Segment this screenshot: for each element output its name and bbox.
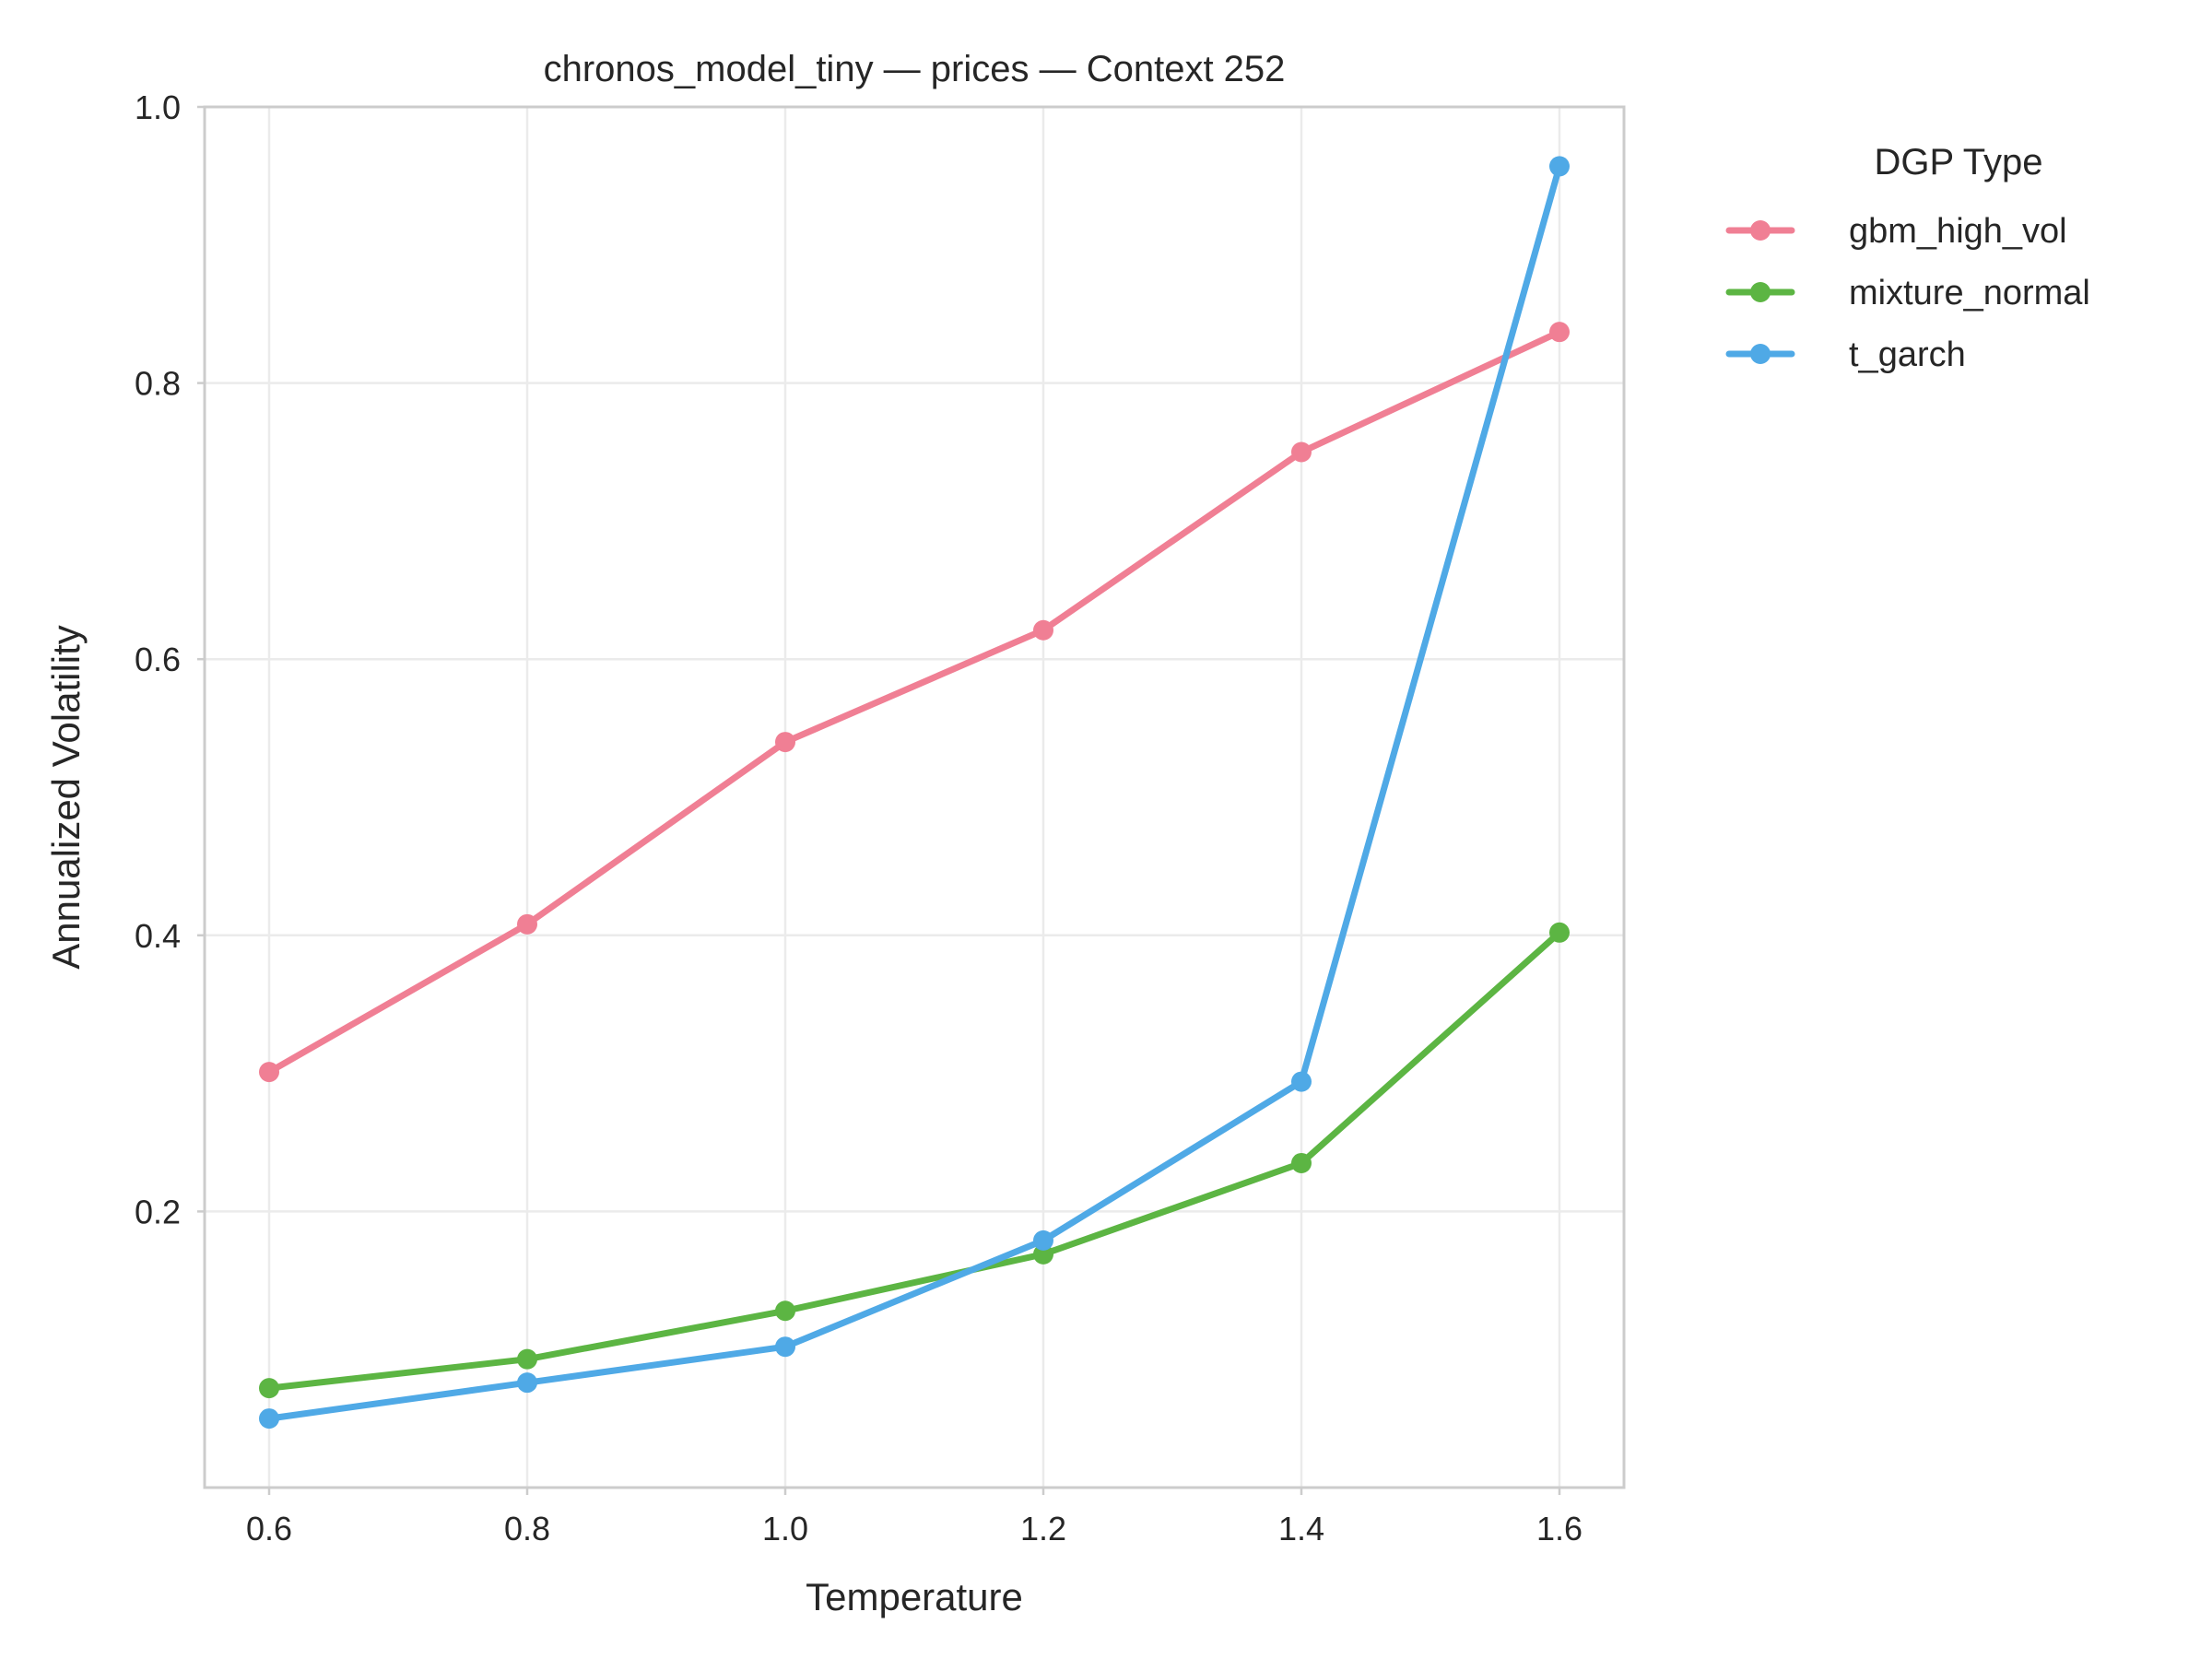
- legend-title: DGP Type: [1874, 142, 2042, 182]
- axes-frame: [203, 105, 1626, 1489]
- data-point: [1549, 922, 1570, 943]
- data-point: [1033, 1230, 1053, 1251]
- legend-swatch-marker: [1750, 344, 1771, 364]
- data-point: [1549, 156, 1570, 177]
- y-axis-label: Annualized Volatility: [44, 625, 88, 970]
- y-tick-label: 0.6: [135, 641, 181, 678]
- x-tick-label: 1.6: [1536, 1510, 1583, 1547]
- x-tick-label: 1.2: [1020, 1510, 1066, 1547]
- data-point: [775, 732, 795, 753]
- legend-label: t_garch: [1849, 335, 1966, 374]
- axis-ticks: 0.6 0.8 1.0 1.2 1.4 1.6 0.2 0.4 0.6 0.8 1.0: [135, 88, 1583, 1547]
- data-point: [1549, 322, 1570, 343]
- x-tick-label: 0.6: [246, 1510, 292, 1547]
- y-tick-label: 0.4: [135, 917, 181, 955]
- data-point: [1291, 1071, 1312, 1092]
- x-tick-label: 1.0: [762, 1510, 808, 1547]
- y-tick-label: 0.8: [135, 365, 181, 403]
- legend-label: mixture_normal: [1849, 274, 2090, 312]
- legend-swatch-marker: [1750, 220, 1771, 241]
- legend-swatch-marker: [1750, 282, 1771, 302]
- y-tick-label: 1.0: [135, 88, 181, 126]
- legend-item: mixture_normal: [1725, 274, 2090, 312]
- data-point: [1291, 1152, 1312, 1173]
- legend-entries: gbm_high_vol mixture_normal t_garch: [1725, 212, 2090, 374]
- legend-item: gbm_high_vol: [1725, 212, 2067, 251]
- data-point: [259, 1408, 279, 1430]
- data-point: [1033, 619, 1053, 641]
- series-line: [265, 162, 1563, 1422]
- series-gbm_high_vol: [259, 322, 1570, 1083]
- y-tick-label: 0.2: [135, 1193, 181, 1230]
- data-point: [259, 1062, 279, 1083]
- data-point: [1291, 441, 1312, 463]
- chart-title: chronos_model_tiny — prices — Context 25…: [544, 49, 1286, 89]
- x-tick-label: 0.8: [504, 1510, 550, 1547]
- series-lines: [259, 156, 1570, 1430]
- data-point: [775, 1336, 795, 1358]
- data-point: [517, 1372, 537, 1394]
- legend-item: t_garch: [1725, 335, 1966, 374]
- legend-label: gbm_high_vol: [1849, 212, 2067, 251]
- x-tick-label: 1.4: [1278, 1510, 1324, 1547]
- data-point: [517, 1348, 537, 1370]
- series-line: [265, 328, 1563, 1076]
- data-point: [775, 1300, 795, 1322]
- series-line: [265, 929, 1563, 1392]
- data-point: [259, 1378, 279, 1399]
- legend: DGP Type gbm_high_vol mixture_normal t_gar…: [1725, 142, 2090, 374]
- series-t_garch: [259, 156, 1570, 1430]
- x-axis-label: Temperature: [806, 1575, 1023, 1618]
- data-point: [517, 913, 537, 935]
